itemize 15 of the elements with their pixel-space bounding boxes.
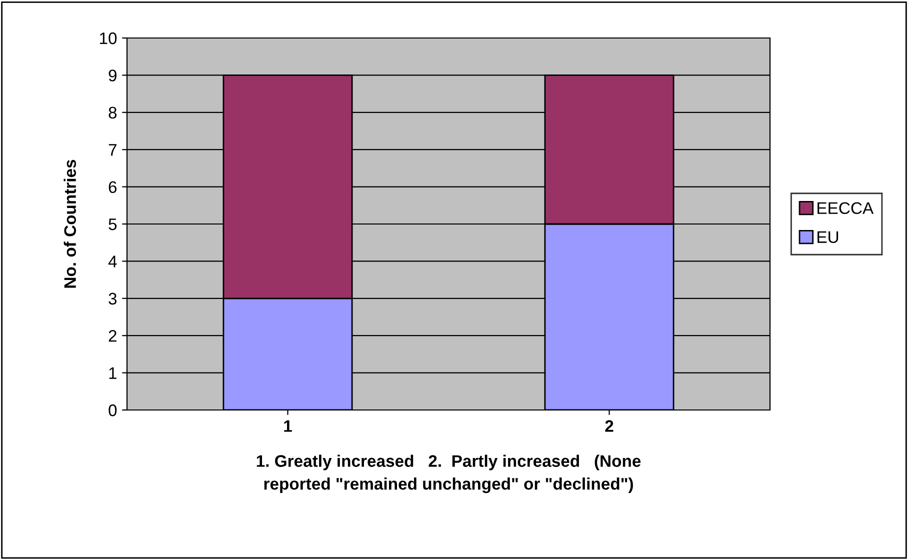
y-tick-label: 5 bbox=[108, 218, 117, 230]
y-tick-label: 2 bbox=[108, 330, 116, 342]
y-tick-label: 9 bbox=[108, 70, 116, 82]
y-tick-label: 10 bbox=[100, 32, 117, 44]
x-axis-title: 1. Greatly increased 2. Partly increased (None reported "remained unchanged" or "declined") bbox=[256, 454, 641, 494]
y-axis-title: No. of Countries bbox=[64, 160, 76, 288]
y-tick-label: 1 bbox=[109, 367, 116, 379]
y-tick-label: 7 bbox=[108, 144, 116, 156]
y-tick-label: 4 bbox=[108, 256, 117, 268]
legend-label: EECCA bbox=[818, 202, 874, 214]
y-tick-label: 8 bbox=[108, 106, 117, 119]
legend-label: EU bbox=[818, 231, 838, 243]
y-tick-label: 6 bbox=[108, 181, 117, 194]
y-tick-label: 0 bbox=[108, 404, 117, 416]
y-tick-label: 3 bbox=[108, 292, 117, 305]
